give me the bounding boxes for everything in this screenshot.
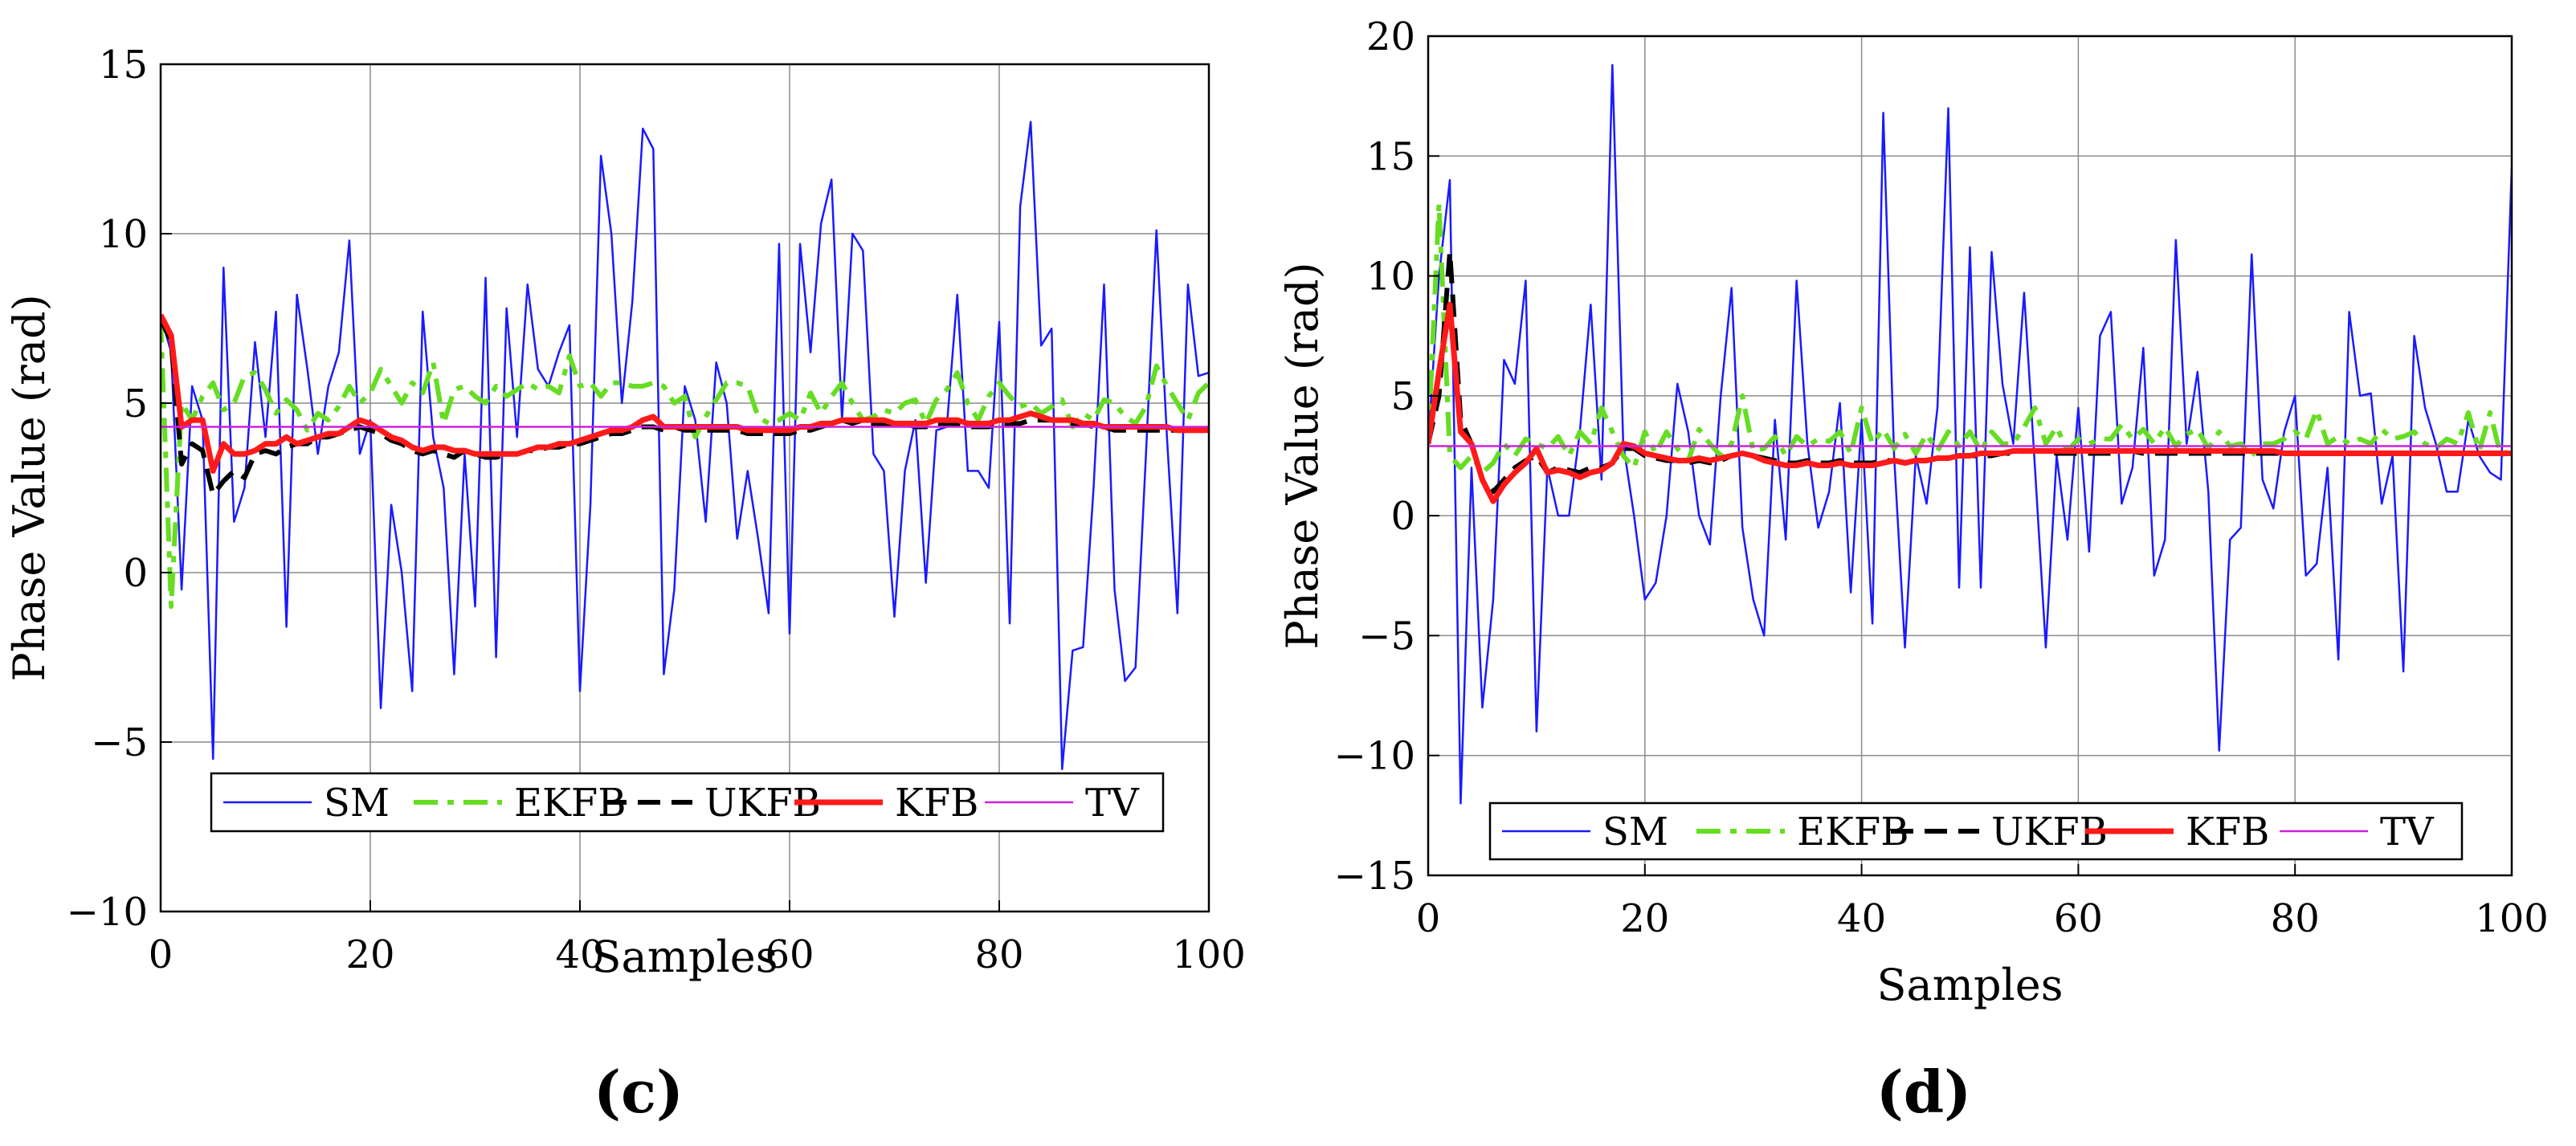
series-line-kfb (1428, 301, 2512, 504)
y-tick-label: 0 (1390, 494, 1415, 539)
x-tick-label: 40 (555, 932, 604, 977)
legend: SM EKFB UKFB KFB TV (210, 772, 1165, 833)
x-tick-label: 100 (2475, 896, 2549, 941)
series-line-ekfb (161, 318, 1209, 610)
x-tick-label: 20 (345, 932, 394, 977)
x-axis-label: Samples (592, 932, 778, 982)
y-tick-label: 15 (1366, 134, 1415, 179)
x-tick-label: 80 (2271, 896, 2320, 941)
x-tick-label: 40 (1837, 896, 1886, 941)
legend-label-sm: SM (324, 781, 390, 826)
legend-label-kfb: KFB (895, 781, 978, 826)
x-tick-label: 0 (149, 932, 174, 977)
legend-label-tv: TV (2380, 810, 2435, 854)
chart-d: 0 20 40 60 80 100 −15 −10 −5 0 5 10 15 20 Samples Phase… (1277, 14, 2549, 1126)
y-axis-label: Phase Value (rad) (1277, 262, 1328, 649)
chart-c: 0 20 40 60 80 100 −10 −5 0 5 10 15 Samples Phase Valu… (4, 43, 1246, 1126)
series-line-ekfb (1428, 202, 2512, 475)
y-tick-label: 10 (99, 212, 148, 257)
axes-frame (1427, 35, 2513, 877)
legend-label-ekfb: EKFB (1797, 810, 1909, 854)
y-tick-label: −5 (1358, 614, 1415, 659)
y-tick-label: 5 (123, 381, 148, 426)
y-tick-label: −5 (91, 720, 148, 765)
panel-label: (c) (594, 1058, 684, 1126)
y-tick-label: −15 (1334, 854, 1415, 899)
y-tick-label: 10 (1366, 255, 1415, 300)
y-tick-label: 15 (99, 43, 148, 88)
y-tick-label: −10 (67, 890, 148, 935)
y-tick-label: 20 (1366, 14, 1415, 59)
series-group (1428, 63, 2512, 805)
x-tick-label: 60 (2054, 896, 2103, 941)
legend-label-sm: SM (1602, 810, 1668, 854)
x-tick-label: 0 (1416, 896, 1441, 941)
panel-label: (d) (1876, 1058, 1971, 1126)
x-tick-label: 20 (1620, 896, 1669, 941)
x-tick-label: 60 (765, 932, 814, 977)
y-tick-label: 0 (123, 551, 148, 596)
legend: SM EKFB UKFB KFB TV (1488, 801, 2464, 861)
x-tick-label: 80 (974, 932, 1023, 977)
series-line-sm (161, 120, 1209, 771)
legend-label-tv: TV (1085, 781, 1140, 826)
axes-frame (159, 63, 1210, 913)
series-line-sm (1428, 63, 2512, 805)
series-group (161, 120, 1209, 771)
legend-label-kfb: KFB (2186, 810, 2269, 854)
y-axis-label: Phase Value (rad) (4, 294, 55, 681)
y-tick-label: −10 (1334, 734, 1415, 779)
y-tick-label: 5 (1390, 374, 1415, 419)
x-tick-label: 100 (1172, 932, 1246, 977)
x-axis-label: Samples (1877, 960, 2064, 1010)
